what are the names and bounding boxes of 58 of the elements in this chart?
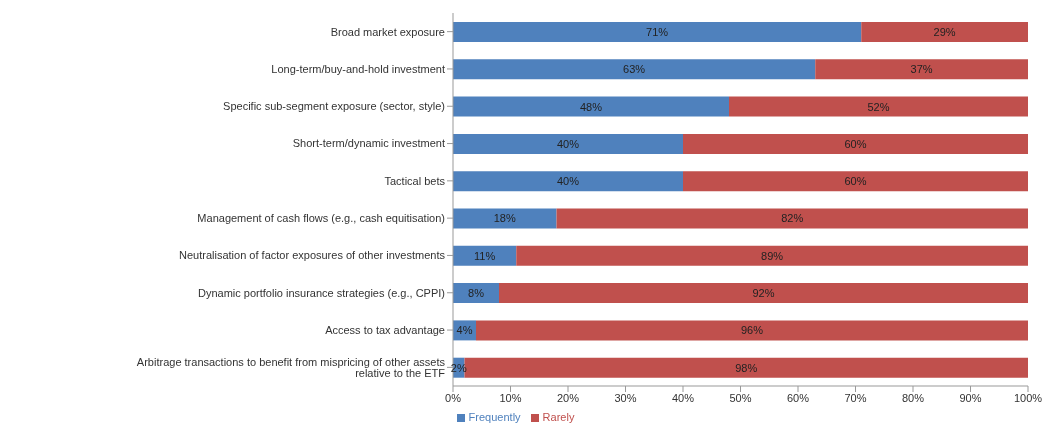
y-tick-label: Management of cash flows (e.g., cash equitisation) [197, 212, 445, 225]
x-tick-label: 60% [786, 391, 810, 404]
x-tick-label: 100% [1013, 391, 1043, 404]
data-label: 60% [844, 137, 867, 150]
x-tick-label: 90% [959, 391, 982, 404]
x-tick-label: 40% [671, 391, 695, 404]
y-tick-label: Access to tax advantage [325, 323, 445, 336]
data-label: 92% [752, 287, 775, 300]
data-label: 52% [867, 100, 890, 113]
data-label: 4% [456, 324, 473, 337]
x-tick-label: 10% [499, 391, 522, 404]
data-label: 29% [933, 25, 956, 38]
y-tick-label: Broad market exposure [330, 25, 445, 38]
bar [453, 171, 683, 192]
data-label: 60% [844, 175, 867, 188]
data-label: 40% [556, 175, 580, 188]
bar [516, 245, 1028, 266]
bar [453, 245, 517, 266]
x-tick-label: 20% [556, 391, 580, 404]
bar [683, 171, 1028, 192]
y-tick-label: Neutralisation of factor exposures of other investments [179, 249, 446, 262]
data-label: 82% [781, 212, 804, 225]
legend-label: Rarely [542, 411, 575, 423]
legend-label: Frequently [468, 411, 521, 423]
data-label: 18% [493, 212, 516, 225]
y-tick-label: Long-term/buy-and-hold investment [271, 62, 445, 75]
bar [476, 320, 1028, 341]
bar [453, 208, 557, 229]
data-label: 89% [761, 249, 784, 262]
y-tick-label: Specific sub-segment exposure (sector, style) [223, 100, 445, 113]
data-label: 37% [910, 63, 933, 76]
bar [815, 59, 1028, 80]
data-label: 98% [735, 361, 758, 374]
data-label: 63% [623, 63, 646, 76]
x-tick-label: 80% [901, 391, 925, 404]
bar [453, 96, 729, 117]
data-label: 71% [646, 25, 669, 38]
data-label: 96% [740, 324, 764, 337]
data-label: 48% [579, 100, 603, 113]
bar [499, 283, 1028, 304]
x-tick-label: 30% [614, 391, 637, 404]
bar [729, 96, 1028, 117]
bar [453, 59, 816, 80]
bar [683, 133, 1028, 154]
bar [556, 208, 1028, 229]
bar [453, 133, 683, 154]
y-tick-label: Dynamic portfolio insurance strategies (e.g., CPPI) [198, 286, 445, 299]
data-label: 11% [474, 249, 496, 262]
bar [861, 22, 1028, 42]
bar [453, 22, 862, 42]
y-tick-label: Arbitrage transactions to benefit from mispricing of other assets relative to the ETF [136, 355, 446, 379]
data-label: 40% [556, 137, 580, 150]
data-label: 8% [468, 287, 485, 300]
x-tick-label: 70% [844, 391, 867, 404]
y-tick-label: Short-term/dynamic investment [292, 137, 445, 150]
x-tick-label: 0% [445, 391, 462, 404]
y-tick-label: Tactical bets [384, 174, 446, 187]
x-tick-label: 50% [729, 391, 752, 404]
